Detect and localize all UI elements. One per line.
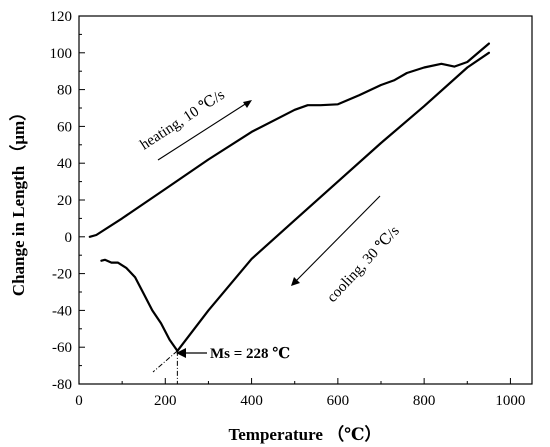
x-tick-label: 600 (327, 393, 350, 409)
y-tick-label: -80 (52, 377, 72, 393)
ms-label: Ms = 228 ℃ (210, 346, 290, 362)
series-line-2 (100, 258, 179, 352)
y-tick-label: 60 (57, 119, 72, 135)
x-tick-label: 800 (413, 393, 436, 409)
ticks: 0 200 400 600 800 1000 -80 -60 -40 -20 0 20 40 60 80 10… (50, 9, 526, 409)
series-line-0 (88, 42, 490, 238)
y-tick-label: 100 (50, 46, 73, 62)
y-tick-label: 20 (57, 193, 72, 209)
x-tick-label: 0 (75, 393, 83, 409)
y-tick-label: -40 (52, 303, 72, 319)
x-tick-label: 400 (240, 393, 263, 409)
y-tick-label: 80 (57, 83, 72, 99)
y-tick-label: -60 (52, 340, 72, 356)
y-axis-title: Change in Length （μm） (8, 104, 28, 296)
heating-arrowhead (243, 100, 252, 108)
ms-arrowhead (176, 348, 186, 358)
annotations: heating, 10 ℃/s cooling, 30 ℃/s Ms = 228… (137, 87, 403, 384)
y-tick-label: 40 (57, 156, 72, 172)
ms-tangent-line (152, 350, 178, 373)
heating-label: heating, 10 ℃/s (137, 87, 227, 153)
y-tick-label: 0 (65, 230, 73, 246)
x-tick-label: 1000 (495, 393, 525, 409)
cooling-arrowhead (291, 277, 300, 286)
heating-arrow (157, 100, 251, 161)
cooling-label: cooling, 30 ℃/s (324, 223, 403, 306)
x-tick-label: 200 (154, 393, 177, 409)
series (88, 42, 490, 352)
y-tick-label: 120 (50, 9, 73, 25)
cooling-arrow (292, 195, 381, 285)
series-line-1 (176, 51, 490, 352)
y-tick-label: -20 (52, 267, 72, 283)
x-axis-title: Temperature （℃） (228, 424, 381, 444)
